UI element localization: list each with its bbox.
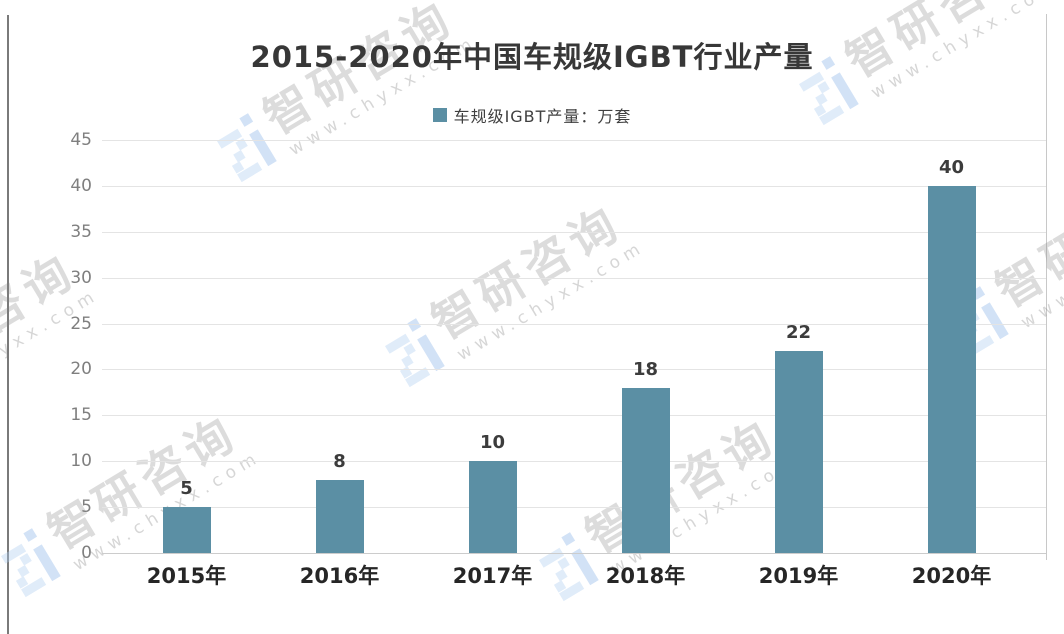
gridline: [102, 277, 1046, 279]
y-axis-tick-label: 30: [70, 267, 92, 288]
gridline: [102, 231, 1046, 233]
y-axis-tick-label: 35: [70, 221, 92, 242]
gridline: [102, 553, 1046, 554]
bar: [162, 507, 211, 553]
gridline: [102, 185, 1046, 187]
legend-label: 车规级IGBT产量：万套: [453, 107, 632, 126]
bar: [621, 387, 670, 553]
y-axis-tick-label: 45: [70, 130, 92, 150]
bar-value-label: 22: [785, 322, 812, 344]
bar-value-label: 40: [938, 156, 965, 178]
x-axis-category-label: 2019年: [758, 564, 839, 588]
chart-title: 2015-2020年中国车规级IGBT行业产量: [250, 40, 814, 74]
y-axis-tick-label: 10: [70, 451, 92, 472]
y-axis-tick-label: 5: [81, 497, 92, 518]
x-axis-category-label: 2017年: [452, 564, 533, 588]
gridline: [102, 140, 1046, 141]
y-axis-tick-label: 40: [70, 175, 92, 196]
gridline: [102, 461, 1046, 463]
legend: 车规级IGBT产量：万套: [0, 103, 1064, 127]
legend-swatch: [432, 108, 447, 122]
x-axis-category-label: 2015年: [146, 564, 227, 588]
gridline: [102, 369, 1046, 371]
right-edge-line: [1046, 14, 1047, 560]
bar: [927, 185, 976, 553]
gridline: [102, 323, 1046, 325]
y-axis-tick-label: 20: [70, 359, 92, 380]
y-axis-tick-label: 25: [70, 313, 92, 334]
gridline: [102, 507, 1046, 509]
bar: [315, 479, 364, 553]
x-axis-category-label: 2016年: [299, 564, 380, 588]
bar: [468, 461, 517, 553]
y-axis-tick-label: 15: [70, 405, 92, 426]
y-axis-tick-label: 0: [81, 543, 92, 563]
x-axis-category-label: 2018年: [605, 564, 686, 588]
left-edge-line: [7, 15, 9, 634]
bar-value-label: 10: [479, 432, 506, 454]
bar: [774, 351, 823, 553]
bar-value-label: 8: [333, 450, 346, 472]
gridline: [102, 415, 1046, 417]
bar-value-label: 5: [180, 478, 193, 500]
x-axis-category-label: 2020年: [911, 564, 992, 588]
bar-value-label: 18: [632, 358, 659, 380]
